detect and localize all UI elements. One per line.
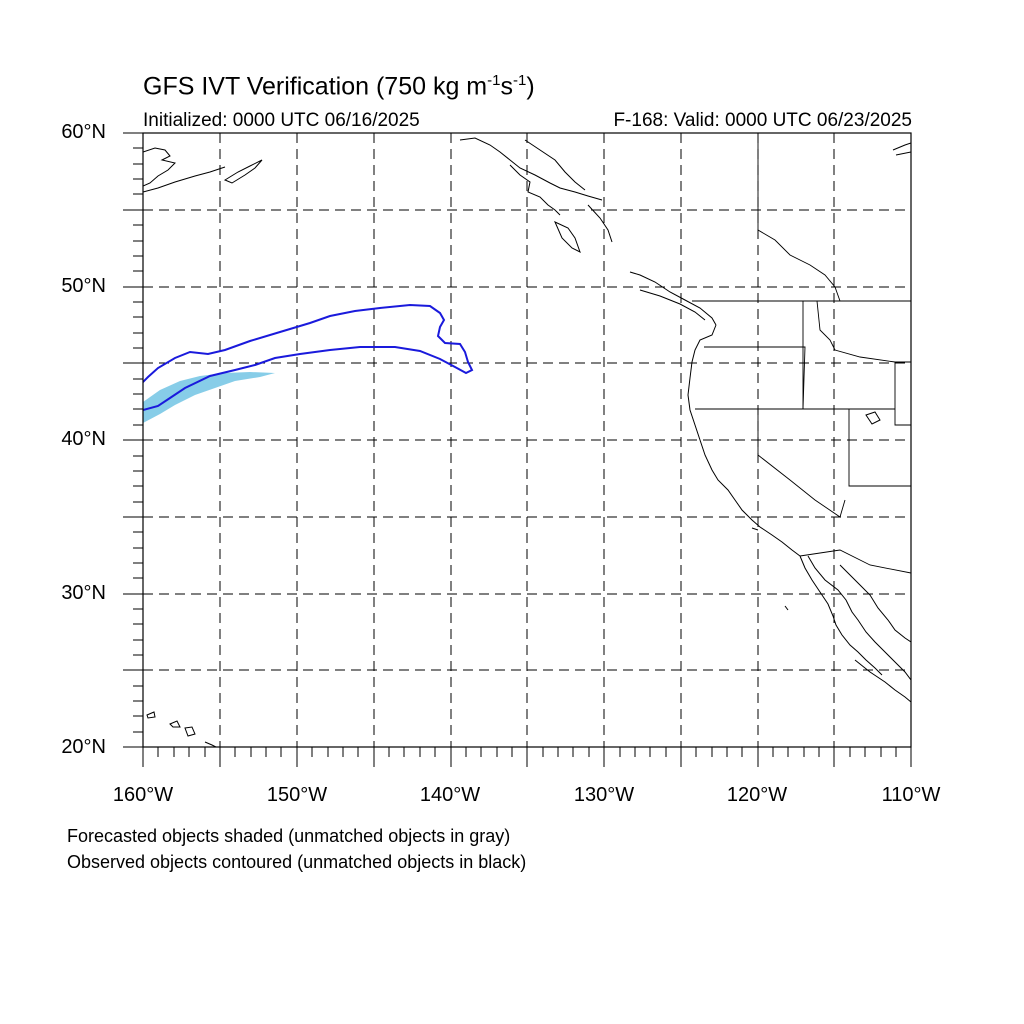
axis-ticks [123,132,912,767]
lon-label-120w: 120°W [726,784,788,806]
observed-object-contour [143,303,474,411]
valid-time: F-168: Valid: 0000 UTC 06/23/2025 [613,110,912,131]
lon-label-130w: 130°W [573,784,635,806]
lat-lon-grid [143,133,911,747]
lat-label-30n: 30°N [61,582,106,604]
legend-forecast-note: Forecasted objects shaded (unmatched obj… [67,826,511,846]
lat-label-40n: 40°N [61,428,106,450]
map-title: GFS IVT Verification (750 kg m-1s-1) [143,72,535,101]
lat-label-50n: 50°N [61,275,106,297]
lon-label-140w: 140°W [419,784,481,806]
lat-label-60n: 60°N [61,121,106,143]
lat-label-20n: 20°N [61,736,106,758]
coastlines [143,137,911,747]
lon-label-150w: 150°W [266,784,328,806]
legend-observed-note: Observed objects contoured (unmatched ob… [67,852,527,872]
lon-label-110w: 110°W [881,784,941,806]
forecast-object-shade [143,372,275,423]
lon-label-160w: 160°W [112,784,174,806]
political-borders [692,133,911,574]
initialized-time: Initialized: 0000 UTC 06/16/2025 [143,110,420,131]
